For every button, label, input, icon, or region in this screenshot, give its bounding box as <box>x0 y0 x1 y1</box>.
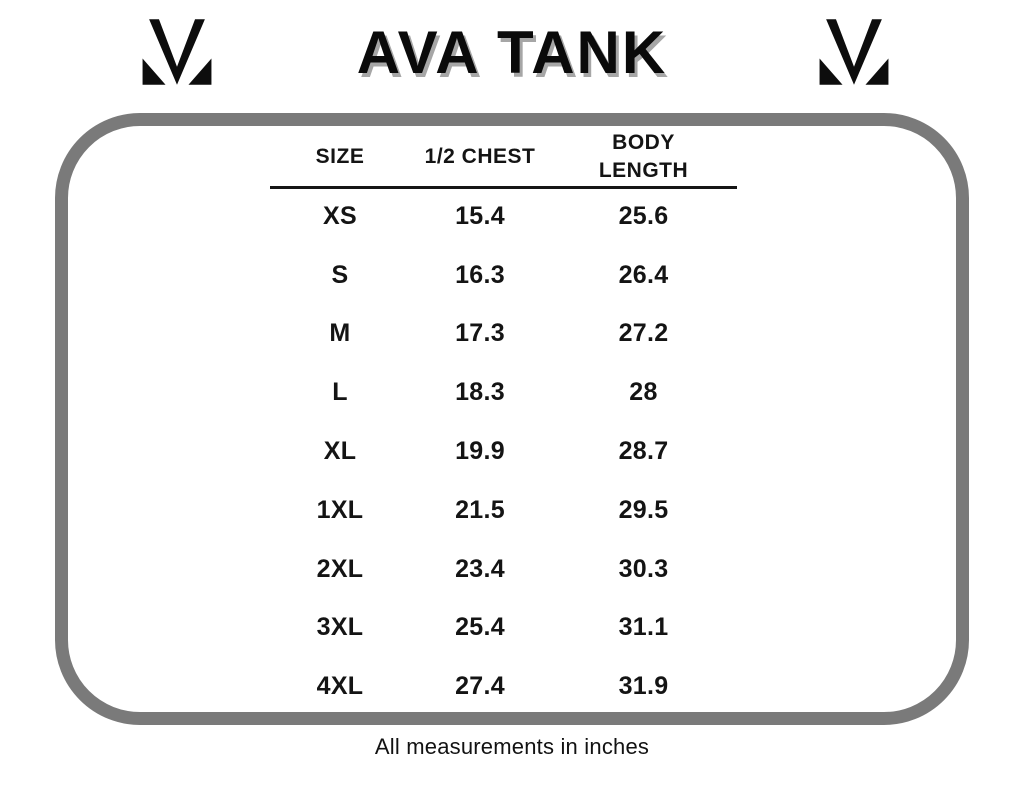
size-chart-table: SIZE 1/2 CHEST BODY LENGTH XS 15.4 25.6 … <box>270 126 737 716</box>
body-length-cell: 28 <box>629 378 658 407</box>
m-monogram-icon <box>142 19 212 85</box>
size-chart-frame <box>55 113 969 725</box>
body-length-cell: 27.2 <box>618 319 669 348</box>
size-cell: 4XL <box>316 672 364 701</box>
half-chest-cell: 15.4 <box>455 201 505 230</box>
body-length-cell: 25.6 <box>618 201 669 230</box>
body-length-cell: 28.7 <box>618 437 669 466</box>
m-monogram-icon <box>819 19 889 85</box>
column-header-size: SIZE <box>315 144 365 168</box>
brand-logo-left <box>136 14 218 90</box>
half-chest-cell: 19.9 <box>455 437 505 466</box>
size-cell: 1XL <box>316 495 364 524</box>
body-length-cell: 30.3 <box>618 554 669 583</box>
footer-note: All measurements in inches <box>374 734 650 759</box>
body-length-cell: 31.9 <box>618 672 669 701</box>
body-length-cell: 29.5 <box>618 495 669 524</box>
size-cell: XL <box>323 437 357 466</box>
brand-logo-right <box>813 14 895 90</box>
body-length-cell: 31.1 <box>618 613 669 642</box>
header-rule <box>270 186 737 189</box>
half-chest-cell: 21.5 <box>455 495 505 524</box>
column-header-body-length: BODY LENGTH <box>598 131 689 182</box>
size-cell: XS <box>323 201 357 230</box>
half-chest-cell: 16.3 <box>455 260 505 289</box>
column-header-half-chest: 1/2 CHEST <box>424 144 536 168</box>
half-chest-cell: 27.4 <box>455 672 505 701</box>
body-length-cell: 26.4 <box>618 260 669 289</box>
size-cell: S <box>331 260 349 289</box>
size-cell: 3XL <box>316 613 364 642</box>
size-cell: 2XL <box>316 554 364 583</box>
half-chest-cell: 18.3 <box>455 378 505 407</box>
size-cell: L <box>332 378 348 407</box>
page-title: AVA TANK <box>356 19 668 86</box>
size-cell: M <box>329 319 351 348</box>
half-chest-cell: 17.3 <box>455 319 505 348</box>
half-chest-cell: 23.4 <box>455 554 505 583</box>
half-chest-cell: 25.4 <box>455 613 505 642</box>
